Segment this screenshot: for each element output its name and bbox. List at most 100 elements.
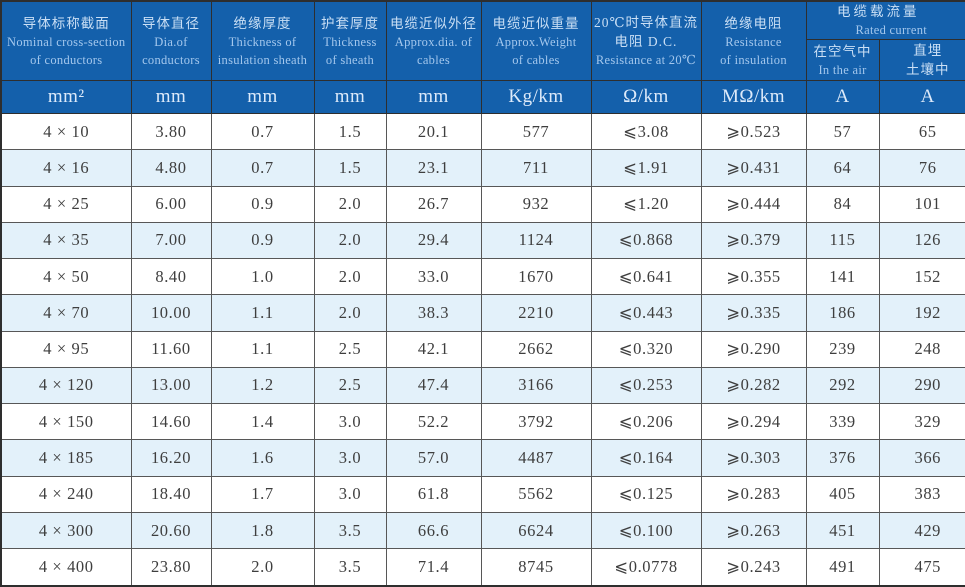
col-header-en: conductors xyxy=(142,52,200,67)
col-header-zh: 在空气中 xyxy=(813,43,872,59)
table-row: 4 × 120 13.00 1.2 2.5 47.4 3166 ⩽0.253 ⩾0.282 29… xyxy=(0,366,965,405)
table-cell: 3.5 xyxy=(313,511,387,550)
table-cell: 126 xyxy=(878,221,965,260)
table-cell: ⩽0.100 xyxy=(590,511,702,550)
table-cell: 47.4 xyxy=(385,366,482,405)
table-cell: 2.5 xyxy=(313,366,387,405)
table-cell: 192 xyxy=(878,294,965,332)
table-cell: 1124 xyxy=(480,221,592,260)
table-row: 4 × 70 10.00 1.1 2.0 38.3 2210 ⩽0.443 ⩾0.335 186… xyxy=(0,294,965,332)
col-header-en: of insulation xyxy=(720,52,787,67)
col-header-in-air: 在空气中 In the air xyxy=(805,39,880,81)
table-cell: 4 × 185 xyxy=(0,439,132,477)
col-header-en: Thickness of xyxy=(228,34,297,49)
table-cell: 0.9 xyxy=(210,185,315,223)
table-cell: 429 xyxy=(878,511,965,550)
table-cell: ⩾0.523 xyxy=(700,112,807,151)
table-cell: 57.0 xyxy=(385,439,482,477)
table-cell: 4 × 10 xyxy=(0,112,132,151)
table-cell: 4 × 150 xyxy=(0,403,132,441)
table-cell: 42.1 xyxy=(385,330,482,368)
table-cell: 329 xyxy=(878,403,965,441)
table-cell: 66.6 xyxy=(385,511,482,550)
table-cell: 2.5 xyxy=(313,330,387,368)
table-cell: 20.1 xyxy=(385,112,482,151)
col-header-approx-weight: 电缆近似重量 Approx.Weight of cables xyxy=(480,0,592,81)
table-header: 导体标称截面 Nominal cross-section of conducto… xyxy=(0,0,965,114)
table-cell: 4 × 240 xyxy=(0,475,132,513)
table-cell: 8.40 xyxy=(130,258,212,296)
table-cell: ⩾0.303 xyxy=(700,439,807,477)
col-header-en: Approx.Weight xyxy=(495,34,577,49)
col-header-zh: 绝缘厚度 xyxy=(233,15,292,31)
table-cell: 4 × 120 xyxy=(0,366,132,405)
table-cell: 1.4 xyxy=(210,403,315,441)
table-cell: 4 × 50 xyxy=(0,258,132,296)
group-header-en: Rated current xyxy=(855,23,928,37)
table-row: 4 × 16 4.80 0.7 1.5 23.1 711 ⩽1.91 ⩾0.431 64 76 xyxy=(0,149,965,187)
table-cell: 248 xyxy=(878,330,965,368)
table-cell: 1.8 xyxy=(210,511,315,550)
table-cell: 4 × 35 xyxy=(0,221,132,260)
col-header-approx-diameter: 电缆近似外径 Approx.dia. of cables xyxy=(385,0,482,81)
table-cell: 4 × 95 xyxy=(0,330,132,368)
unit-cell: A xyxy=(805,80,880,114)
table-cell: 65 xyxy=(878,112,965,151)
col-header-en: Nominal cross-section xyxy=(7,34,126,49)
unit-cell: mm xyxy=(130,80,212,114)
table-cell: ⩽0.320 xyxy=(590,330,702,368)
table-cell: 64 xyxy=(805,149,880,187)
unit-cell: MΩ/km xyxy=(700,80,807,114)
col-group-rated-current: 电缆载流量 Rated current xyxy=(805,0,965,40)
table-cell: 6624 xyxy=(480,511,592,550)
table-cell: ⩽0.641 xyxy=(590,258,702,296)
table-cell: ⩾0.335 xyxy=(700,294,807,332)
table-cell: 290 xyxy=(878,366,965,405)
table-cell: 2662 xyxy=(480,330,592,368)
table-cell: 711 xyxy=(480,149,592,187)
unit-cell: Kg/km xyxy=(480,80,592,114)
table-cell: 23.1 xyxy=(385,149,482,187)
table-row: 4 × 25 6.00 0.9 2.0 26.7 932 ⩽1.20 ⩾0.444 84 101 xyxy=(0,185,965,223)
table-cell: 3.0 xyxy=(313,475,387,513)
table-cell: 23.80 xyxy=(130,548,212,587)
header-row-sub: 在空气中 In the air 直埋 土壤中 xyxy=(1,39,965,81)
table-cell: 4 × 16 xyxy=(0,149,132,187)
table-cell: 339 xyxy=(805,403,880,441)
col-header-sheath-thickness: 护套厚度 Thickness of sheath xyxy=(313,0,387,81)
col-header-en: cables xyxy=(416,52,451,67)
table-cell: ⩽0.443 xyxy=(590,294,702,332)
col-header-en: Resistance xyxy=(725,34,782,49)
col-header-zh: 电缆近似外径 xyxy=(390,15,477,31)
col-header-diameter: 导体直径 Dia.of conductors xyxy=(130,0,212,81)
table-cell: 10.00 xyxy=(130,294,212,332)
table-cell: ⩾0.379 xyxy=(700,221,807,260)
table-body: 4 × 10 3.80 0.7 1.5 20.1 577 ⩽3.08 ⩾0.523 57 65 4 … xyxy=(0,112,965,587)
table-cell: 3792 xyxy=(480,403,592,441)
table-cell: ⩽0.868 xyxy=(590,221,702,260)
table-cell: ⩾0.263 xyxy=(700,511,807,550)
unit-cell: A xyxy=(878,80,965,114)
table-row: 4 × 35 7.00 0.9 2.0 29.4 1124 ⩽0.868 ⩾0.379 115 1… xyxy=(0,221,965,260)
table-cell: 101 xyxy=(878,185,965,223)
table-cell: 1.1 xyxy=(210,330,315,368)
unit-cell: mm² xyxy=(0,80,132,114)
col-header-zh: 直埋 xyxy=(913,43,943,58)
table-cell: 4.80 xyxy=(130,149,212,187)
table-cell: 475 xyxy=(878,548,965,587)
col-header-en: Dia.of xyxy=(154,34,188,49)
table-cell: 26.7 xyxy=(385,185,482,223)
col-header-dc-resistance: 20℃时导体直流 电阻 D.C. Resistance at 20℃ xyxy=(590,0,702,81)
table-cell: 1.5 xyxy=(313,149,387,187)
col-header-zh: 绝缘电阻 xyxy=(724,15,783,31)
table-row: 4 × 400 23.80 2.0 3.5 71.4 8745 ⩽0.0778 ⩾0.243 4… xyxy=(0,548,965,587)
table-cell: ⩽3.08 xyxy=(590,112,702,151)
table-cell: 1.7 xyxy=(210,475,315,513)
table-cell: 3.0 xyxy=(313,439,387,477)
header-row-main: 导体标称截面 Nominal cross-section of conducto… xyxy=(0,0,965,81)
table-cell: 38.3 xyxy=(385,294,482,332)
table-cell: ⩽0.0778 xyxy=(590,548,702,587)
table-cell: 405 xyxy=(805,475,880,513)
table-cell: ⩽1.20 xyxy=(590,185,702,223)
